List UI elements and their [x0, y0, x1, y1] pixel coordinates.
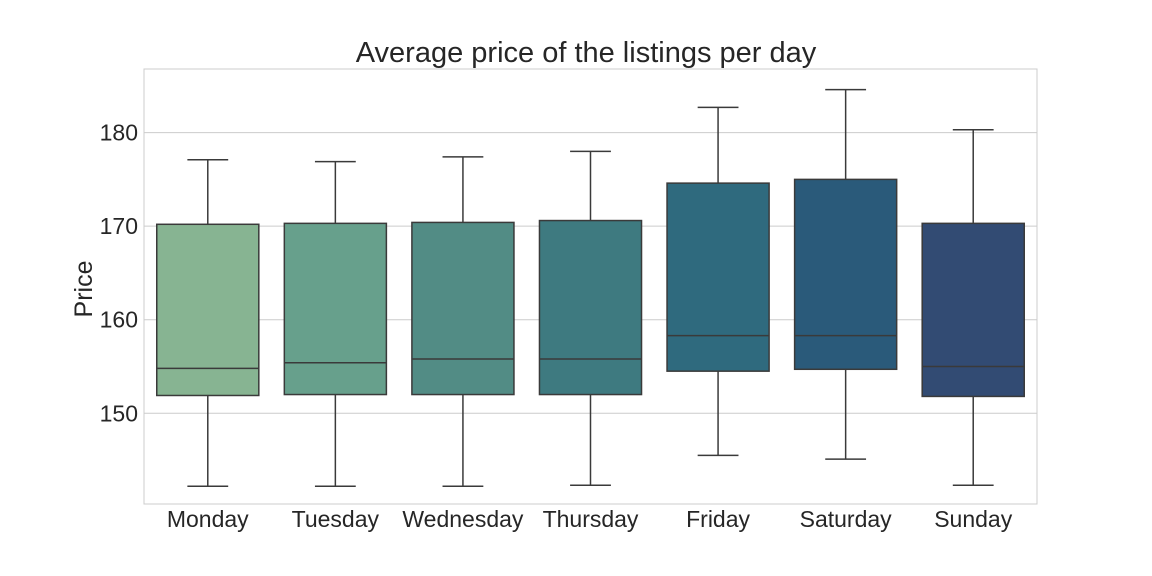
iqr-box — [666, 182, 770, 372]
y-tick-label: 160 — [100, 307, 138, 333]
box-tuesday — [283, 160, 388, 487]
x-tick-label: Sunday — [934, 506, 1013, 532]
iqr-box — [156, 223, 260, 397]
x-tick-label: Tuesday — [292, 506, 380, 532]
y-tick-label: 150 — [100, 400, 138, 426]
x-tick-label: Friday — [686, 506, 750, 532]
plot-frame — [143, 68, 1038, 505]
y-tick-label: 180 — [100, 120, 138, 146]
box-sunday — [921, 129, 1025, 487]
iqr-box — [283, 222, 388, 396]
iqr-box — [793, 178, 898, 371]
x-tick-label: Saturday — [800, 506, 893, 532]
boxes — [156, 88, 1025, 487]
chart-title: Average price of the listings per day — [356, 37, 817, 69]
box-friday — [666, 106, 770, 457]
x-tick-label: Thursday — [543, 506, 639, 532]
x-tick-label: Wednesday — [402, 506, 524, 532]
x-axis-ticks: Monday Tuesday Wednesday Thursday Friday Satu… — [167, 506, 1013, 532]
box-wednesday — [411, 156, 515, 487]
box-monday — [156, 158, 260, 487]
iqr-box — [921, 222, 1025, 398]
box-saturday — [793, 88, 898, 460]
iqr-box — [538, 219, 643, 396]
box-thursday — [538, 150, 643, 487]
x-tick-label: Monday — [167, 506, 249, 532]
y-tick-label: 170 — [100, 213, 138, 239]
iqr-box — [411, 221, 515, 396]
y-axis-ticks: 150 160 170 180 — [100, 120, 138, 427]
y-axis-label: Price — [70, 261, 98, 318]
